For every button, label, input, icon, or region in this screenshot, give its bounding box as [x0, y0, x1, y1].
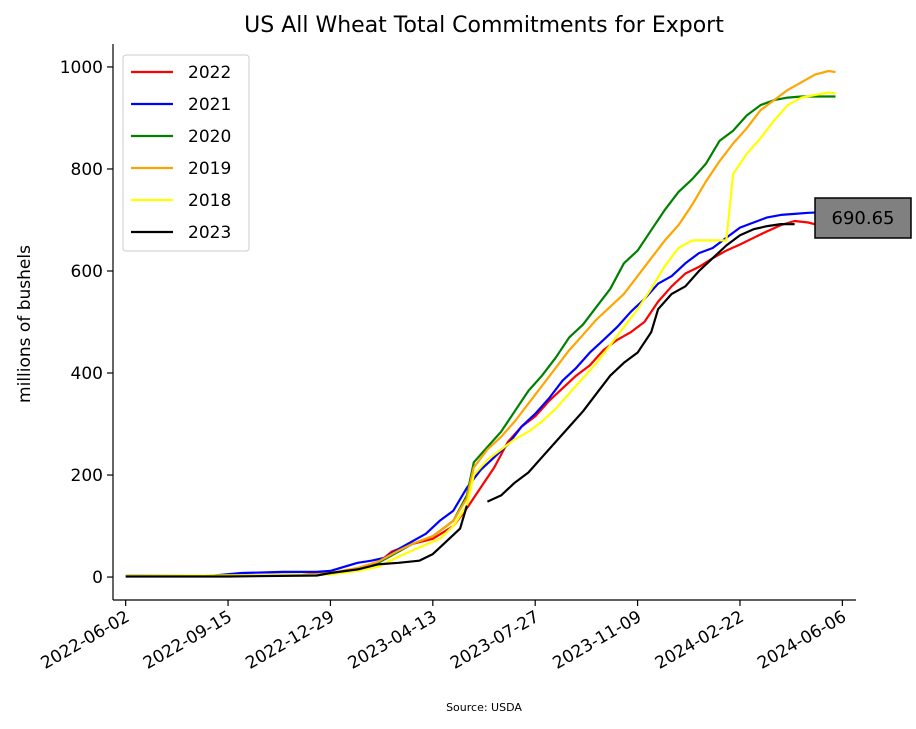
chart-title: US All Wheat Total Commitments for Expor…	[244, 13, 724, 38]
legend-box	[122, 54, 250, 252]
x-tick-label: 2022-06-02	[38, 607, 134, 674]
x-axis-ticks: 2022-06-02 2022-09-15 2022-12-29 2023-04-13…	[38, 600, 850, 674]
series-line-2019	[125, 69, 836, 578]
last-value-callout: 690.65	[814, 197, 912, 239]
y-tick-label: 1000	[60, 58, 103, 78]
legend-label-2023: 2023	[188, 223, 231, 243]
x-tick-label: 2024-06-06	[754, 607, 850, 674]
x-tick-label: 2022-12-29	[242, 607, 338, 674]
x-tick-label: 2023-07-27	[447, 607, 543, 674]
legend-label-2018: 2018	[188, 191, 231, 211]
x-tick-label: 2023-11-09	[550, 607, 646, 674]
series-line-2023	[125, 505, 468, 578]
y-tick-label: 400	[71, 364, 103, 384]
y-tick-label: 600	[71, 262, 103, 282]
legend-label-2019: 2019	[188, 159, 231, 179]
y-axis-ticks: 0 200 400 600 800 1000	[60, 58, 113, 588]
y-tick-label: 200	[71, 466, 103, 486]
legend-label-2022: 2022	[188, 63, 231, 83]
series-line-2022	[125, 219, 836, 578]
x-tick-label: 2023-04-13	[345, 607, 441, 674]
callout-box	[814, 197, 912, 239]
legend-label-2020: 2020	[188, 127, 231, 147]
last-value-label: 690.65	[832, 208, 895, 229]
legend-label-2021: 2021	[188, 95, 231, 115]
y-tick-label: 0	[92, 568, 103, 588]
plot-area	[125, 69, 836, 578]
x-tick-label: 2024-02-22	[652, 607, 748, 674]
series-line-2021	[125, 211, 836, 578]
y-tick-label: 800	[71, 160, 103, 180]
y-axis-label: millions of bushels	[15, 245, 35, 403]
series-line-2023-segment	[486, 223, 795, 503]
x-tick-label: 2022-09-15	[140, 607, 236, 674]
series-line-2018	[125, 91, 836, 578]
legend: 2022 2021 2020 2019 2018 2023	[122, 54, 250, 252]
source-note: Source: USDA	[446, 701, 522, 714]
